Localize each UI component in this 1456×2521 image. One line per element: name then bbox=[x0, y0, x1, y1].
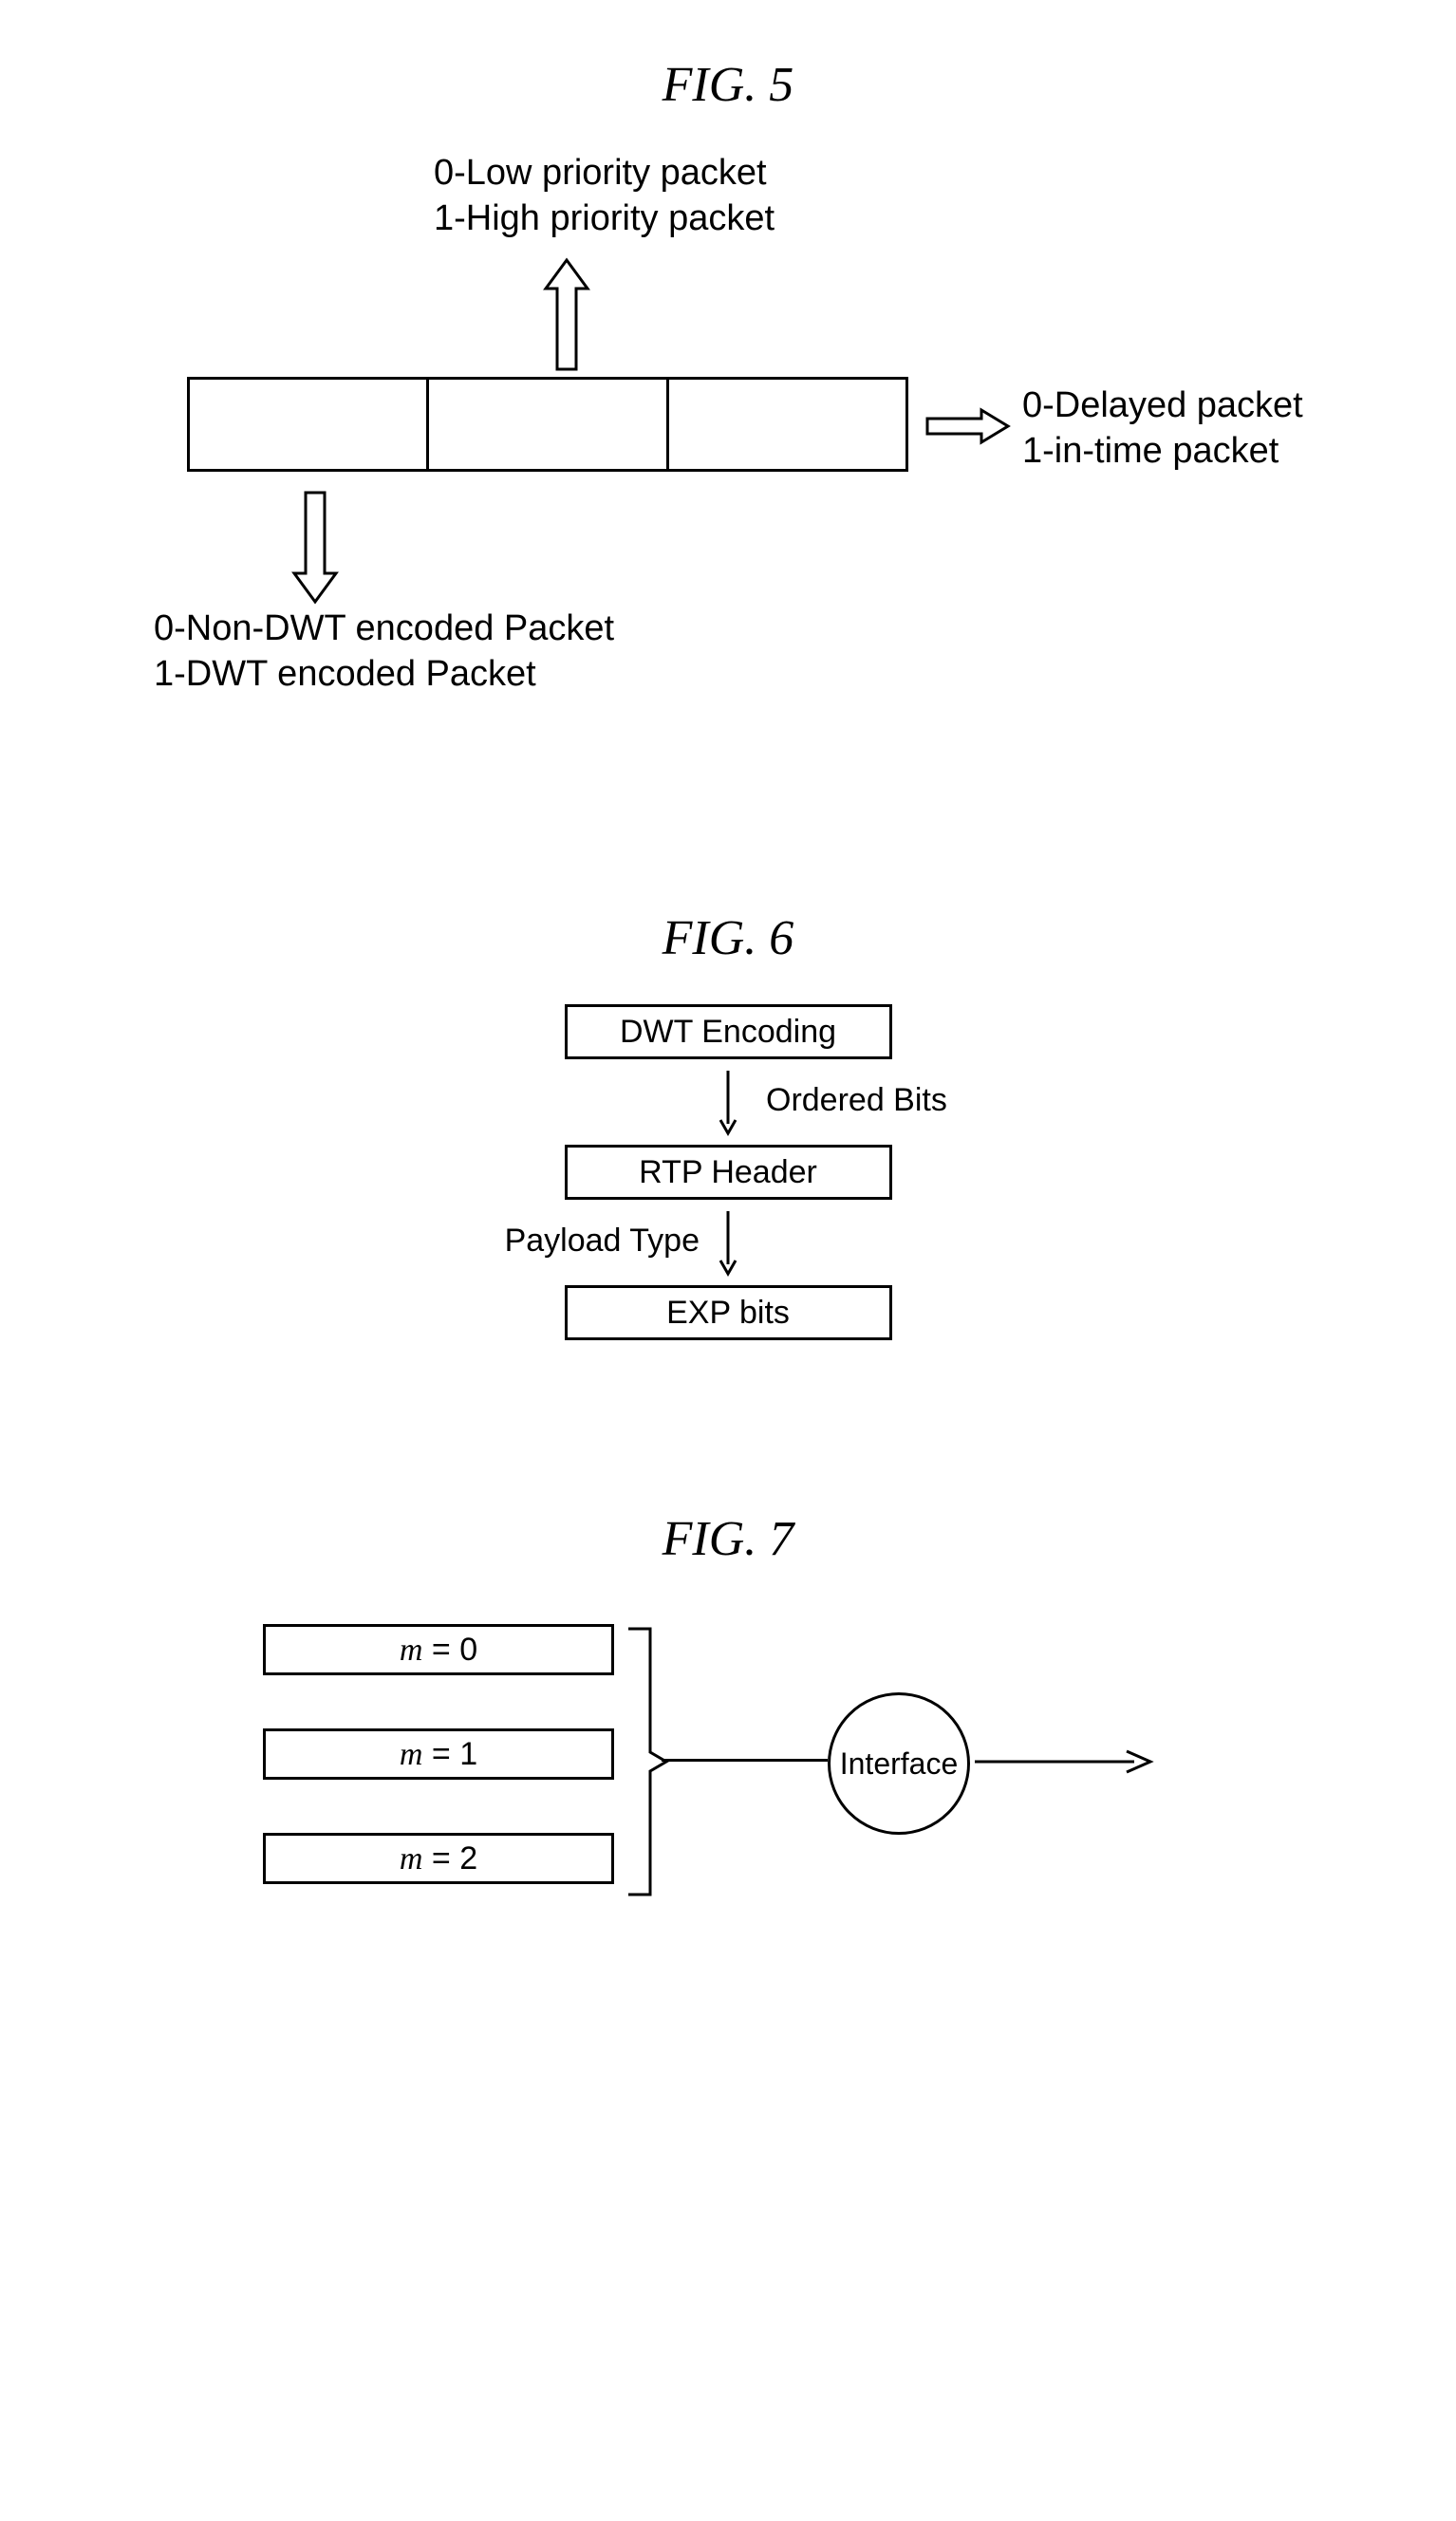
fig5-top-label: 0-Low priority packet 1-High priority pa… bbox=[434, 151, 775, 241]
fig6-arrow2-label: Payload Type bbox=[505, 1223, 700, 1260]
fig5-bottom-line2: 1-DWT encoded Packet bbox=[154, 652, 614, 698]
bracket-icon bbox=[624, 1624, 671, 1899]
figure-5: FIG. 5 0-Low priority packet 1-High prio… bbox=[38, 57, 1418, 739]
fig5-top-line1: 0-Low priority packet bbox=[434, 151, 775, 196]
fig5-bottom-line1: 0-Non-DWT encoded Packet bbox=[154, 607, 614, 652]
fig6-title: FIG. 6 bbox=[38, 910, 1418, 966]
queue-var: m bbox=[400, 1737, 423, 1772]
queue-box: m = 2 bbox=[263, 1833, 614, 1884]
fig5-title: FIG. 5 bbox=[38, 57, 1418, 113]
fig6-arrow1-label: Ordered Bits bbox=[766, 1082, 947, 1119]
fig5-top-line2: 1-High priority packet bbox=[434, 196, 775, 242]
bit-field-cell bbox=[429, 380, 668, 469]
fig6-box-exp: EXP bits bbox=[565, 1285, 892, 1340]
queue-var: m bbox=[400, 1633, 423, 1668]
up-arrow-icon bbox=[538, 255, 595, 374]
fig7-title: FIG. 7 bbox=[38, 1511, 1418, 1567]
queue-box: m = 0 bbox=[263, 1624, 614, 1675]
figure-7: FIG. 7 m = 0 m = 1 m = 2 Interface bbox=[38, 1511, 1418, 1947]
fig5-bottom-label: 0-Non-DWT encoded Packet 1-DWT encoded P… bbox=[154, 607, 614, 697]
figure-6: FIG. 6 DWT Encoding Ordered Bits RTP Hea… bbox=[38, 910, 1418, 1340]
queue-val: 0 bbox=[459, 1632, 477, 1668]
fig6-box-rtp: RTP Header bbox=[565, 1145, 892, 1200]
queue-var: m bbox=[400, 1841, 423, 1877]
right-arrow-icon bbox=[975, 1747, 1155, 1776]
right-arrow-icon bbox=[923, 405, 1013, 447]
queue-val: 2 bbox=[459, 1840, 477, 1877]
fig6-box-dwt: DWT Encoding bbox=[565, 1004, 892, 1059]
fig5-canvas: 0-Low priority packet 1-High priority pa… bbox=[73, 151, 1383, 739]
fig6-arrow-row-2: Payload Type bbox=[396, 1200, 1060, 1285]
fig5-right-label: 0-Delayed packet 1-in-time packet bbox=[1022, 383, 1303, 474]
connector-line bbox=[662, 1759, 828, 1762]
bit-field-cell bbox=[669, 380, 905, 469]
bit-field-cell bbox=[190, 380, 429, 469]
interface-label: Interface bbox=[840, 1746, 959, 1782]
fig7-queues: m = 0 m = 1 m = 2 bbox=[263, 1624, 614, 1884]
fig5-bit-fields bbox=[187, 377, 908, 472]
down-arrow-icon bbox=[717, 1067, 739, 1137]
down-arrow-icon bbox=[717, 1207, 739, 1278]
fig5-right-line2: 1-in-time packet bbox=[1022, 429, 1303, 475]
queue-val: 1 bbox=[459, 1736, 477, 1772]
fig6-arrow-row-1: Ordered Bits bbox=[396, 1059, 1060, 1145]
queue-box: m = 1 bbox=[263, 1728, 614, 1780]
interface-node: Interface bbox=[828, 1692, 970, 1835]
fig5-right-line1: 0-Delayed packet bbox=[1022, 383, 1303, 429]
fig6-canvas: DWT Encoding Ordered Bits RTP Header Pay… bbox=[396, 1004, 1060, 1340]
down-arrow-icon bbox=[287, 488, 344, 607]
fig7-canvas: m = 0 m = 1 m = 2 Interface bbox=[206, 1605, 1250, 1947]
